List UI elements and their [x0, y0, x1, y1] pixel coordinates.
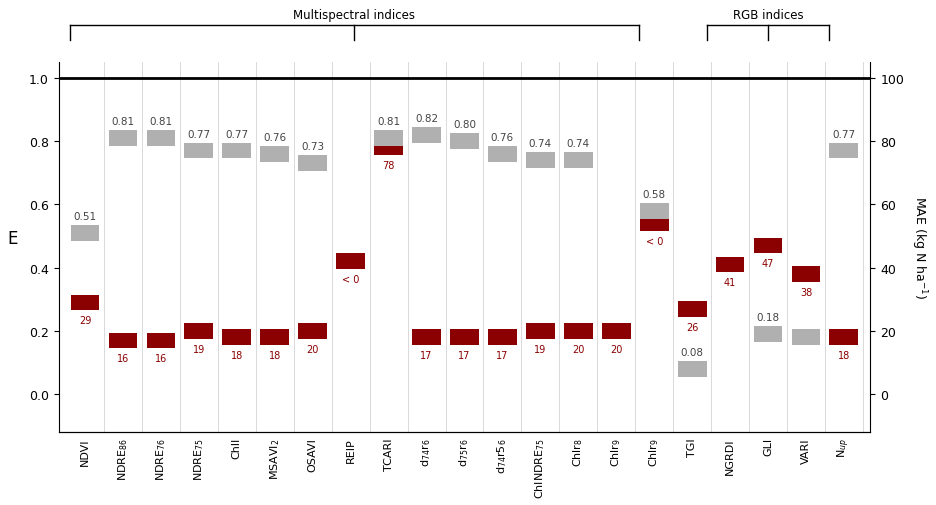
FancyBboxPatch shape — [753, 327, 782, 342]
Text: 0.81: 0.81 — [377, 117, 401, 127]
FancyBboxPatch shape — [829, 330, 858, 345]
Text: 19: 19 — [193, 344, 205, 354]
FancyBboxPatch shape — [829, 143, 858, 159]
FancyBboxPatch shape — [526, 324, 555, 339]
FancyBboxPatch shape — [526, 153, 555, 169]
FancyBboxPatch shape — [488, 330, 517, 345]
FancyBboxPatch shape — [678, 362, 707, 377]
FancyBboxPatch shape — [184, 324, 213, 339]
Text: 16: 16 — [117, 354, 129, 364]
FancyBboxPatch shape — [70, 225, 99, 241]
FancyBboxPatch shape — [640, 204, 668, 219]
FancyBboxPatch shape — [147, 333, 175, 349]
FancyBboxPatch shape — [260, 146, 289, 162]
Text: 18: 18 — [838, 350, 850, 361]
FancyBboxPatch shape — [374, 140, 403, 156]
Y-axis label: MAE (kg N ha$^{-1}$): MAE (kg N ha$^{-1}$) — [910, 196, 929, 299]
Text: 20: 20 — [610, 344, 622, 354]
Text: 0.58: 0.58 — [643, 189, 665, 199]
Text: 0.76: 0.76 — [263, 133, 286, 142]
FancyBboxPatch shape — [299, 324, 328, 339]
Text: 41: 41 — [724, 278, 737, 288]
Text: 16: 16 — [154, 354, 168, 364]
Text: 78: 78 — [383, 161, 395, 171]
Text: 38: 38 — [800, 287, 812, 297]
FancyBboxPatch shape — [147, 131, 175, 146]
FancyBboxPatch shape — [488, 146, 517, 162]
Text: 17: 17 — [459, 350, 471, 361]
FancyBboxPatch shape — [563, 153, 592, 169]
Text: 0.82: 0.82 — [415, 114, 438, 124]
Text: 0.77: 0.77 — [226, 129, 248, 139]
FancyBboxPatch shape — [223, 330, 251, 345]
Text: 47: 47 — [762, 259, 774, 269]
FancyBboxPatch shape — [109, 333, 138, 349]
Text: 0.74: 0.74 — [529, 139, 552, 149]
FancyBboxPatch shape — [640, 216, 668, 232]
Text: < 0: < 0 — [646, 236, 663, 246]
Text: 0.77: 0.77 — [832, 129, 856, 139]
FancyBboxPatch shape — [678, 301, 707, 317]
FancyBboxPatch shape — [260, 330, 289, 345]
Text: 18: 18 — [269, 350, 281, 361]
FancyBboxPatch shape — [792, 267, 820, 282]
FancyBboxPatch shape — [563, 324, 592, 339]
FancyBboxPatch shape — [450, 134, 479, 149]
FancyBboxPatch shape — [412, 127, 441, 143]
Text: 0.81: 0.81 — [111, 117, 135, 127]
FancyBboxPatch shape — [374, 131, 403, 146]
Text: 0.77: 0.77 — [187, 129, 211, 139]
FancyBboxPatch shape — [753, 238, 782, 254]
FancyBboxPatch shape — [792, 330, 820, 345]
Text: 0.73: 0.73 — [301, 142, 324, 152]
Text: 26: 26 — [686, 322, 698, 332]
FancyBboxPatch shape — [70, 295, 99, 311]
FancyBboxPatch shape — [223, 143, 251, 159]
Text: RGB indices: RGB indices — [733, 9, 803, 22]
Text: 0.80: 0.80 — [453, 120, 476, 130]
Text: Multispectral indices: Multispectral indices — [294, 9, 416, 22]
Text: 20: 20 — [572, 344, 584, 354]
FancyBboxPatch shape — [336, 254, 365, 270]
Text: 0.76: 0.76 — [490, 133, 514, 142]
FancyBboxPatch shape — [716, 257, 744, 273]
Text: 0.08: 0.08 — [680, 347, 704, 358]
FancyBboxPatch shape — [184, 143, 213, 159]
FancyBboxPatch shape — [450, 330, 479, 345]
Text: 17: 17 — [420, 350, 432, 361]
Text: 0.18: 0.18 — [756, 313, 780, 323]
FancyBboxPatch shape — [299, 156, 328, 172]
Text: 19: 19 — [534, 344, 547, 354]
Text: < 0: < 0 — [342, 275, 359, 284]
Text: 20: 20 — [306, 344, 319, 354]
Text: 18: 18 — [230, 350, 243, 361]
FancyBboxPatch shape — [602, 324, 631, 339]
Text: 17: 17 — [496, 350, 508, 361]
Y-axis label: E: E — [7, 230, 18, 247]
Text: 0.51: 0.51 — [74, 212, 96, 222]
FancyBboxPatch shape — [109, 131, 138, 146]
Text: 0.74: 0.74 — [567, 139, 590, 149]
Text: 29: 29 — [79, 316, 92, 326]
FancyBboxPatch shape — [412, 330, 441, 345]
Text: 0.81: 0.81 — [150, 117, 172, 127]
